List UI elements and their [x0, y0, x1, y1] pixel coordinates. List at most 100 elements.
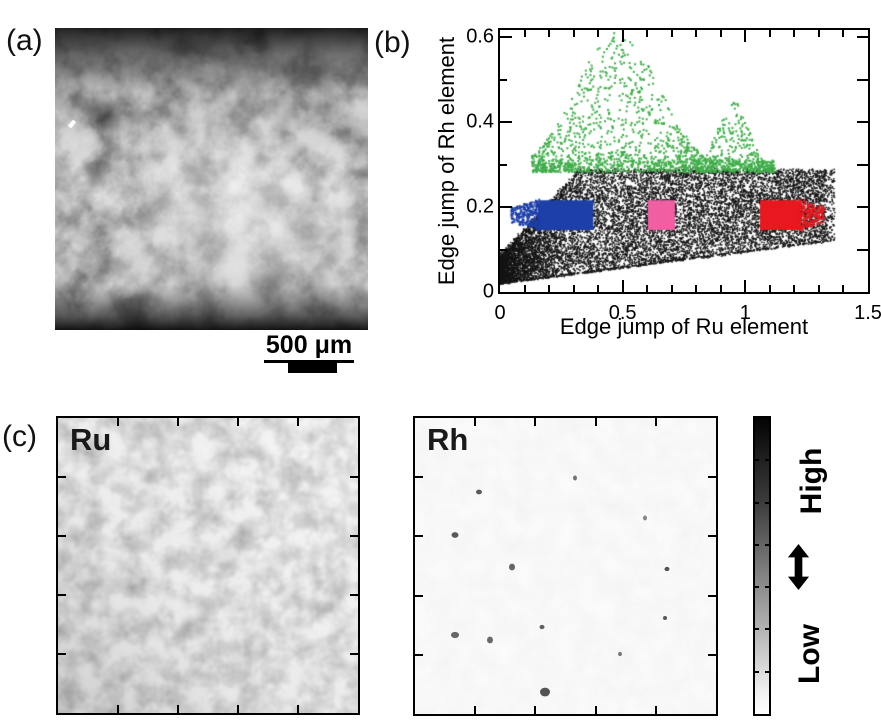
axis-tick	[818, 285, 820, 292]
axis-tick	[573, 285, 575, 292]
map-frame-tick	[177, 705, 179, 713]
colorbar-tick	[755, 671, 759, 673]
rh-speck	[618, 651, 622, 657]
y-tick-label: 0	[482, 280, 494, 303]
ru-map-label: Ru	[70, 422, 112, 457]
y-tick-label: 0.4	[466, 110, 494, 133]
map-frame-tick	[58, 535, 66, 537]
map-frame-tick	[350, 535, 358, 537]
axis-tick	[793, 30, 795, 37]
axis-tick	[500, 206, 512, 208]
map-frame-tick	[350, 653, 358, 655]
rh-speck	[509, 563, 515, 571]
axis-tick	[857, 121, 868, 123]
map-frame-tick	[655, 418, 657, 426]
colorbar-tick	[765, 671, 769, 673]
axis-tick	[500, 249, 507, 251]
colorbar-tick	[755, 586, 759, 588]
map-frame-tick	[415, 535, 423, 537]
map-frame-tick	[415, 654, 423, 656]
grayscale-colorbar	[753, 416, 771, 716]
axis-tick	[597, 30, 599, 37]
axis-tick	[524, 285, 526, 292]
y-tick-label: 0.6	[466, 25, 494, 48]
colorbar-tick	[755, 459, 759, 461]
axis-tick	[857, 249, 868, 251]
axis-tick	[769, 30, 771, 37]
colorbar-tick	[755, 628, 759, 630]
map-frame-tick	[117, 705, 119, 713]
colorbar-tick	[755, 544, 759, 546]
map-frame-tick	[58, 476, 66, 478]
axis-tick	[744, 30, 746, 42]
map-frame-tick	[708, 595, 716, 597]
map-frame-tick	[58, 594, 66, 596]
panel-b-label: (b)	[374, 26, 411, 59]
map-frame-tick	[708, 654, 716, 656]
axis-tick	[857, 79, 868, 81]
panel-c-label: (c)	[2, 420, 37, 453]
map-frame-tick	[655, 706, 657, 714]
map-frame-tick	[117, 418, 119, 426]
map-frame-tick	[415, 595, 423, 597]
axis-tick	[793, 285, 795, 292]
rh-speck	[476, 489, 482, 495]
map-frame-tick	[297, 418, 299, 426]
map-frame-tick	[534, 418, 536, 426]
axis-tick	[744, 280, 746, 292]
double-arrow-icon	[787, 544, 810, 590]
axis-tick	[548, 30, 550, 37]
scatter-points-canvas	[500, 30, 868, 292]
colorbar-tick	[765, 586, 769, 588]
axis-tick	[524, 30, 526, 37]
rh-speck	[643, 515, 647, 521]
map-frame-tick	[708, 476, 716, 478]
rh-dark-specks	[451, 475, 670, 697]
rh-map-texture	[415, 418, 716, 714]
axis-tick	[818, 30, 820, 37]
rh-speck	[487, 636, 493, 644]
x-tick-label: 0	[494, 302, 506, 324]
map-frame-tick	[415, 476, 423, 478]
colorbar-tick	[765, 502, 769, 504]
axis-tick	[720, 30, 722, 37]
rh-map-label: Rh	[427, 422, 469, 457]
axis-tick	[548, 285, 550, 292]
axis-tick	[695, 285, 697, 292]
map-frame-tick	[177, 418, 179, 426]
ru-map-texture	[58, 418, 358, 713]
axis-tick	[857, 206, 868, 208]
axis-tick	[573, 30, 575, 37]
panel-a-label: (a)	[6, 24, 43, 57]
rh-speck	[451, 532, 459, 538]
axis-tick	[500, 164, 507, 166]
x-tick-label: 1	[739, 302, 751, 324]
axis-tick	[695, 30, 697, 37]
rh-speck	[539, 624, 545, 630]
colorbar-low-label: Low	[793, 624, 826, 684]
axis-tick	[769, 285, 771, 292]
map-frame-tick	[237, 418, 239, 426]
panel-a-microscopy-image	[55, 28, 368, 330]
colorbar-tick	[765, 544, 769, 546]
axis-tick	[857, 36, 868, 38]
map-frame-tick	[474, 418, 476, 426]
ru-map-frame: Ru	[56, 416, 360, 715]
axis-tick	[622, 280, 624, 292]
axis-tick	[857, 164, 868, 166]
axis-tick	[597, 285, 599, 292]
rh-speck	[451, 631, 459, 639]
axis-tick	[500, 121, 512, 123]
colorbar-tick	[765, 628, 769, 630]
panel-a-texture	[55, 28, 368, 330]
axis-tick	[646, 285, 648, 292]
axis-tick	[842, 30, 844, 37]
map-frame-tick	[595, 418, 597, 426]
y-tick-label: 0.2	[466, 195, 494, 218]
map-frame-tick	[708, 535, 716, 537]
scatter-plot-area	[498, 28, 870, 294]
colorbar-tick	[755, 502, 759, 504]
rh-speck	[573, 475, 577, 481]
axis-tick	[500, 36, 512, 38]
